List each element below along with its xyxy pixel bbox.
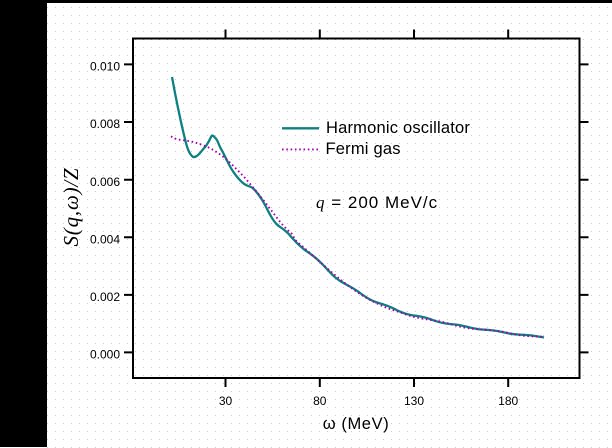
svg-text:Fermi gas: Fermi gas	[326, 140, 401, 158]
svg-text:180: 180	[498, 394, 518, 408]
svg-text:0.006: 0.006	[90, 175, 120, 189]
svg-text:30: 30	[219, 394, 233, 408]
svg-text:130: 130	[404, 394, 424, 408]
svg-text:0.004: 0.004	[90, 233, 120, 247]
svg-text:q = 200 MeV/c: q = 200 MeV/c	[316, 193, 438, 212]
svg-text:ω (MeV): ω (MeV)	[323, 415, 390, 433]
svg-text:S(q,ω)/Z: S(q,ω)/Z	[59, 168, 83, 247]
svg-text:0.008: 0.008	[90, 117, 120, 131]
svg-text:Harmonic oscillator: Harmonic oscillator	[326, 119, 470, 137]
svg-text:0.010: 0.010	[90, 60, 120, 74]
svg-text:80: 80	[313, 394, 327, 408]
svg-text:0.000: 0.000	[90, 348, 120, 362]
svg-text:0.002: 0.002	[90, 290, 120, 304]
